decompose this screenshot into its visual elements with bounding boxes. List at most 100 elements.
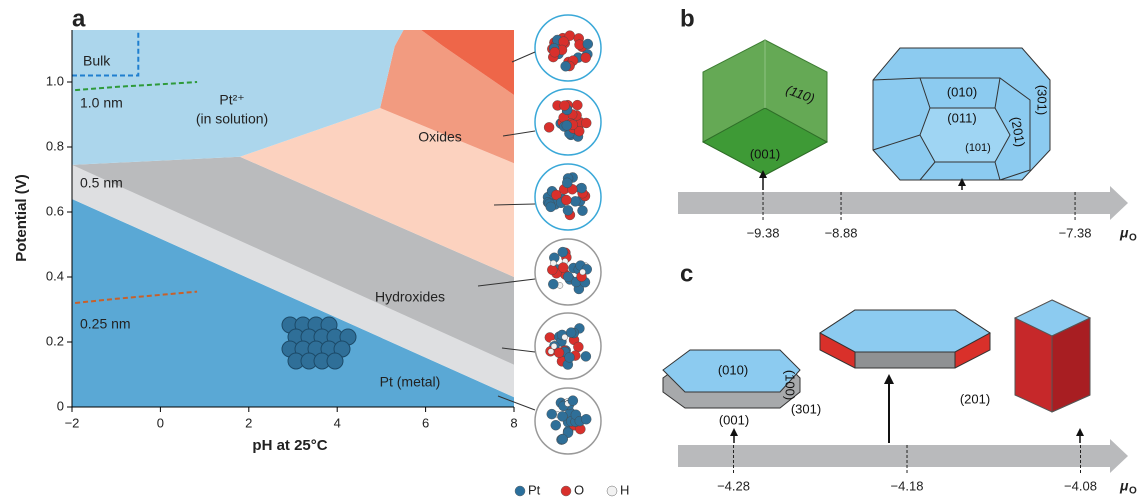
annotation: (in solution) (196, 111, 268, 127)
legend-label: Pt (528, 482, 541, 497)
atom (547, 409, 557, 419)
atom (562, 178, 572, 188)
plate-top (820, 310, 990, 352)
arrowhead (1076, 428, 1084, 436)
atom (548, 279, 558, 289)
figure: Bulk 1.0 nm Pt²⁺ (in solution) Oxides 0.5 nm H… (0, 0, 1145, 499)
atom (550, 260, 556, 266)
y-tick-label: 0.8 (46, 138, 64, 153)
annotation: 0.25 nm (80, 316, 131, 332)
atom (581, 414, 591, 424)
atom (561, 195, 571, 205)
atom (551, 420, 561, 430)
leader-line (512, 52, 535, 62)
y-tick-label: 0 (57, 398, 64, 413)
annotation: Oxides (418, 129, 462, 145)
legend-label: H (620, 482, 629, 497)
tick-label: −4.08 (1064, 478, 1097, 493)
tick-label: −7.38 (1059, 225, 1092, 240)
facet-label: (010) (947, 84, 977, 99)
tick-label: −4.28 (717, 478, 750, 493)
panel-label: c (680, 260, 693, 287)
arrowhead (730, 428, 738, 436)
atom (544, 122, 554, 132)
atom (565, 352, 575, 362)
atom (562, 120, 572, 130)
axis-title-sub: O (1129, 486, 1137, 497)
facet-label: (301) (1035, 85, 1050, 115)
atom (547, 265, 557, 275)
phase-diagram: Bulk 1.0 nm Pt²⁺ (in solution) Oxides 0.5 nm H… (13, 5, 629, 497)
atom (558, 434, 568, 444)
panel-label: b (680, 5, 695, 32)
tick-label: −9.38 (747, 225, 780, 240)
atom (560, 101, 570, 111)
atom (573, 342, 583, 352)
atom (581, 53, 591, 63)
atom (550, 47, 560, 57)
annotation: Pt²⁺ (219, 92, 244, 108)
annotation: Pt (metal) (380, 374, 441, 390)
axis-title-sub: O (1129, 233, 1137, 244)
atom (551, 343, 557, 349)
atom (581, 118, 591, 128)
atom (558, 262, 568, 272)
atom (568, 396, 578, 406)
facet-label: (301) (791, 401, 821, 416)
facet-label: (101) (965, 142, 991, 154)
facet-label: (011) (947, 110, 976, 125)
annotation: Hydroxides (375, 289, 445, 305)
tick-label: −4.18 (891, 478, 924, 493)
facet-label: (100) (783, 370, 798, 400)
y-axis-title: Potential (V) (13, 174, 30, 262)
legend-swatch (515, 486, 525, 496)
x-tick-label: 0 (157, 415, 164, 430)
panel-label: a (72, 5, 86, 32)
legend-swatch (607, 486, 617, 496)
legend-swatch (561, 486, 571, 496)
x-tick-label: 6 (422, 415, 429, 430)
annotation: Bulk (83, 53, 111, 69)
facet-label: (201) (960, 391, 990, 406)
y-tick-label: 1.0 (46, 73, 64, 88)
mu-arrow (678, 186, 1128, 220)
atom (546, 202, 556, 212)
x-tick-label: 4 (334, 415, 341, 430)
atom (581, 351, 591, 361)
tick-label: −8.88 (825, 225, 858, 240)
facet-label: (001) (750, 146, 780, 161)
atom (577, 183, 587, 193)
atom (554, 348, 564, 358)
y-tick-label: 0.4 (46, 268, 64, 283)
mu-arrow (678, 439, 1128, 473)
atom (563, 272, 573, 282)
atom (548, 348, 554, 354)
atom (572, 100, 582, 110)
atom (580, 269, 586, 275)
y-tick-label: 0.2 (46, 333, 64, 348)
atom (570, 196, 580, 206)
atom (557, 411, 567, 421)
annotation: 0.5 nm (80, 175, 123, 191)
atom (558, 247, 568, 257)
axis-title: μ (1119, 478, 1129, 494)
x-tick-label: 2 (245, 415, 252, 430)
plate-face (855, 352, 955, 368)
x-tick-label: 8 (510, 415, 517, 430)
atom (583, 39, 593, 49)
x-axis-title: pH at 25°C (252, 437, 327, 454)
facet-label: (010) (718, 362, 748, 377)
atom (577, 206, 587, 216)
atom (327, 353, 343, 369)
axis-title: μ (1119, 225, 1129, 241)
arrowhead (884, 374, 894, 384)
facet-label: (001) (719, 412, 749, 427)
y-tick-label: 0.6 (46, 203, 64, 218)
x-tick-label: −2 (65, 415, 80, 430)
annotation: 1.0 nm (80, 95, 123, 111)
atom (566, 328, 576, 338)
atom (561, 61, 571, 71)
legend-label: O (574, 482, 584, 497)
crystal-shapes (663, 40, 1090, 443)
atom (563, 205, 573, 215)
